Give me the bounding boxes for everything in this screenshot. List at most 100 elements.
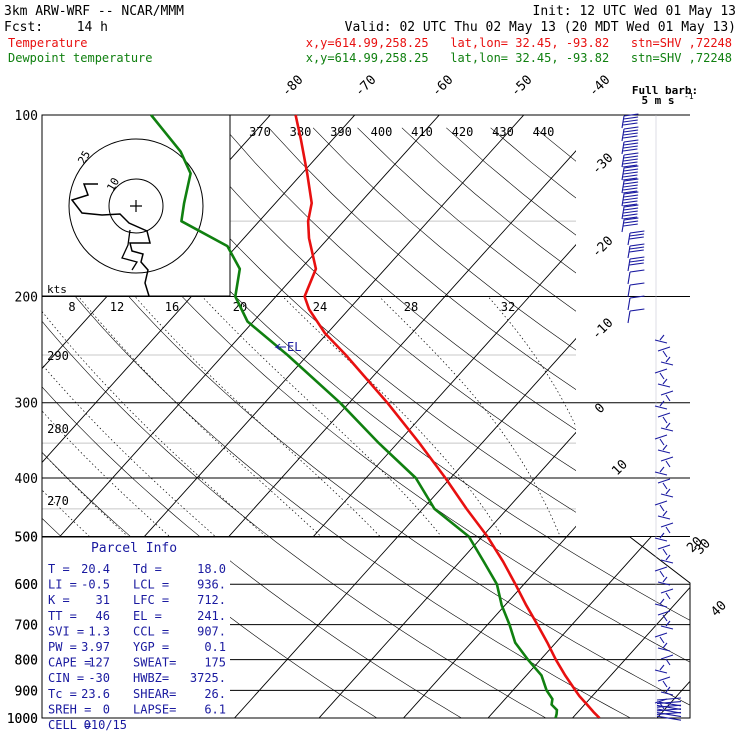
- wind-barb: [657, 412, 671, 424]
- mixing-ratio-label: 32: [501, 300, 515, 314]
- isotherm--110: [0, 102, 29, 731]
- wind-barb: [621, 152, 639, 168]
- parcel-field-label: SWEAT=: [133, 656, 176, 670]
- parcel-field-value: 20.4: [81, 562, 110, 576]
- parcel-field-label: Td =: [133, 562, 162, 576]
- parcel-field-label: Tc =: [48, 687, 77, 701]
- parcel-field-label: EL =: [133, 609, 162, 623]
- isotherm-label: -80: [279, 73, 306, 100]
- hodograph-ring-inner: [108, 178, 164, 234]
- wind-barb: [627, 295, 645, 311]
- pressure-tick-label: 800: [15, 654, 38, 669]
- hodograph-ring-outer-label: 25: [75, 149, 93, 167]
- wind-barb: [657, 544, 671, 556]
- dewpoint-label: Dewpoint temperature: [8, 51, 153, 65]
- panel-dry-adiabat: [338, 537, 632, 718]
- wind-barb: [621, 113, 639, 129]
- wind-barb: [654, 368, 668, 380]
- parcel-field-value: 712.: [197, 593, 226, 607]
- parcel-field-value: 241.: [197, 609, 226, 623]
- wind-barb: [621, 191, 639, 207]
- wind-barb: [654, 532, 668, 542]
- mixing-ratio-label: 28: [404, 300, 418, 314]
- parcel-field-value: -0.5: [81, 578, 110, 592]
- panel-dry-adiabat: [269, 537, 547, 718]
- dry-adiabat-360: [224, 127, 576, 431]
- parcel-field-label: LAPSE=: [133, 702, 176, 716]
- wind-barb: [654, 500, 668, 512]
- parcel-field-label: CELL =: [48, 718, 91, 732]
- wind-barb: [656, 711, 682, 715]
- hodograph-ring-inner-label: 10: [104, 176, 122, 194]
- forecast-hours: 14 h: [77, 20, 108, 35]
- el-arrow: [274, 343, 286, 351]
- model-title: 3km ARW-WRF -- NCAR/MMM: [4, 4, 184, 19]
- wind-barb: [660, 654, 674, 666]
- parcel-field-value: 0.1: [204, 640, 226, 654]
- parcel-field-label: PW =: [48, 640, 77, 654]
- wind-barb: [621, 139, 639, 155]
- wind-barb: [656, 701, 682, 705]
- valid-time: Valid: 02 UTC Thu 02 May 13 (20 MDT Wed …: [345, 20, 736, 35]
- theta-label: 400: [371, 125, 393, 139]
- temperature-label: Temperature: [8, 36, 87, 50]
- dry-adiabat-330: [90, 127, 576, 556]
- wind-barb: [660, 686, 674, 696]
- mixing-ratio-label: 16: [165, 300, 179, 314]
- el-label: EL: [287, 340, 301, 354]
- isotherm-label: -70: [352, 73, 379, 100]
- isotherm-label: -50: [508, 73, 535, 100]
- dry-adiabat-340: [135, 127, 576, 513]
- wind-barb: [657, 478, 671, 490]
- theta-label: 430: [492, 125, 514, 139]
- pressure-tick-label: 300: [15, 397, 38, 412]
- panel-dry-adiabat: [230, 560, 462, 718]
- dry-adiabat-470: [713, 128, 740, 731]
- theta-label: 280: [47, 422, 69, 436]
- wind-barb: [654, 400, 668, 410]
- wind-barb: [627, 230, 645, 246]
- pressure-tick-label: 400: [15, 472, 38, 487]
- pressure-tick-label: 900: [15, 684, 38, 699]
- mixing-ratio-label: 8: [68, 300, 75, 314]
- hodograph-units: kts: [47, 283, 67, 296]
- barb-legend-units: 5 m s: [641, 94, 674, 107]
- wind-barb: [656, 712, 682, 718]
- parcel-info-panel: 500 600 700 800 900 1000 Parcel Info T = 20.4 Td …: [7, 530, 691, 732]
- wind-barb: [656, 697, 682, 701]
- parcel-field-value: 0: [103, 702, 110, 716]
- wind-barb: [621, 165, 639, 181]
- wind-barbs: [621, 113, 682, 721]
- parcel-field-label: TT =: [48, 609, 77, 623]
- wind-barb: [660, 554, 674, 564]
- theta-label: 370: [249, 125, 271, 139]
- wind-barb: [657, 676, 671, 688]
- forecast-label: Fcst:: [4, 20, 43, 35]
- parcel-field-label: HWBZ=: [133, 671, 169, 685]
- wind-barb: [654, 598, 668, 608]
- wind-barb: [660, 356, 674, 366]
- wind-barb: [654, 566, 668, 578]
- wind-barb: [660, 522, 674, 534]
- parcel-field-label: K =: [48, 593, 70, 607]
- hodograph-ring-outer: [68, 138, 204, 274]
- panel-dry-adiabat: [407, 537, 690, 706]
- wind-barb: [654, 434, 668, 446]
- panel-dry-adiabat: [546, 537, 690, 621]
- parcel-field-value: 46: [96, 609, 110, 623]
- isotherm-label: 40: [708, 598, 730, 620]
- hodograph: kts 25 10: [41, 114, 231, 297]
- wind-barb: [656, 715, 682, 721]
- pressure-tick-label: 100: [15, 109, 38, 124]
- theta-label: 290: [47, 349, 69, 363]
- parcel-field-value: -30: [88, 671, 110, 685]
- wind-barb: [660, 456, 674, 468]
- pressure-tick-label: 500: [15, 530, 38, 545]
- pressure-tick-label: 1000: [7, 712, 38, 727]
- isotherm-label: -60: [429, 73, 456, 100]
- panel-isotherm: [318, 537, 483, 718]
- wind-barb: [660, 620, 674, 630]
- panel-lower-lines: [230, 537, 690, 718]
- parcel-field-value: 127: [88, 656, 110, 670]
- theta-label: 440: [533, 125, 555, 139]
